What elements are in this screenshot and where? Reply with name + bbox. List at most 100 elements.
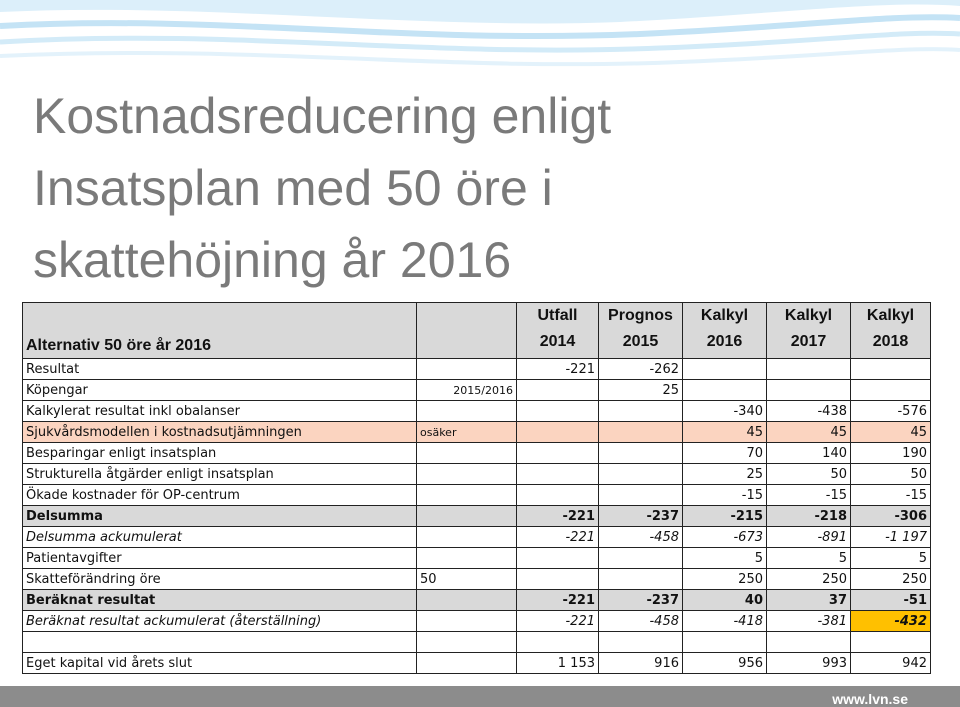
cell-2014: 1 153 xyxy=(516,652,599,674)
table-row: Skatteförändring öre 50 250 250 250 xyxy=(22,568,931,590)
cell-2018: 50 xyxy=(850,463,931,485)
cell-2018: -51 xyxy=(850,589,931,611)
table-row: Strukturella åtgärder enligt insatsplan … xyxy=(22,463,931,485)
cell-2018: 190 xyxy=(850,442,931,464)
table-row-result: Beräknat resultat -221 -237 40 37 -51 xyxy=(22,589,931,611)
cell-2016: 5 xyxy=(682,547,767,569)
cell-2017: 37 xyxy=(766,589,851,611)
cell-2016: 40 xyxy=(682,589,767,611)
row-label: Eget kapital vid årets slut xyxy=(22,652,417,674)
cell-2018: -576 xyxy=(850,400,931,422)
table-row: Ökade kostnader för OP-centrum -15 -15 -… xyxy=(22,484,931,506)
row-label: Kalkylerat resultat inkl obalanser xyxy=(22,400,417,422)
cell-2015: -458 xyxy=(598,610,683,632)
cell-2018: -306 xyxy=(850,505,931,527)
cell-2017: 50 xyxy=(766,463,851,485)
title-line-2: Insatsplan med 50 öre i xyxy=(33,160,553,216)
decorative-waves xyxy=(0,0,960,67)
footer-bar xyxy=(0,686,960,707)
cell-2015: 916 xyxy=(598,652,683,674)
cell-2015: 25 xyxy=(598,379,683,401)
cell-2018: 5 xyxy=(850,547,931,569)
cell-2015 xyxy=(598,463,683,485)
table-header-label: Alternativ 50 öre år 2016 xyxy=(22,302,417,359)
row-note xyxy=(416,400,517,422)
cell-2018: -1 197 xyxy=(850,526,931,548)
table-row-subtotal: Delsumma -221 -237 -215 -218 -306 xyxy=(22,505,931,527)
cell-2016: -15 xyxy=(682,484,767,506)
title-line-1: Kostnadsreducering enligt xyxy=(33,88,612,144)
row-note xyxy=(416,547,517,569)
row-note xyxy=(416,589,517,611)
table-spacer-row xyxy=(22,631,931,653)
column-header-2018: Kalkyl 2018 xyxy=(850,302,931,359)
column-header-2015: Prognos 2015 xyxy=(598,302,683,359)
table-row: Besparingar enligt insatsplan 70 140 190 xyxy=(22,442,931,464)
row-label: Resultat xyxy=(22,358,417,380)
cell-2015: -237 xyxy=(598,505,683,527)
cell-2017: 5 xyxy=(766,547,851,569)
column-header-2014: Utfall 2014 xyxy=(516,302,599,359)
row-label: Delsumma xyxy=(22,505,417,527)
table-row: Patientavgifter 5 5 5 xyxy=(22,547,931,569)
title-line-3: skattehöjning år 2016 xyxy=(33,232,512,288)
row-label: Patientavgifter xyxy=(22,547,417,569)
cell-2014 xyxy=(516,484,599,506)
cell-2018-highlighted: -432 xyxy=(850,610,931,632)
cell-2016: -340 xyxy=(682,400,767,422)
cell-2018: -15 xyxy=(850,484,931,506)
cell-2018 xyxy=(850,358,931,380)
row-label: Strukturella åtgärder enligt insatsplan xyxy=(22,463,417,485)
cell-2016: 250 xyxy=(682,568,767,590)
cell-2017: -15 xyxy=(766,484,851,506)
cell-2016: -418 xyxy=(682,610,767,632)
row-label: Sjukvårdsmodellen i kostnadsutjämningen xyxy=(22,421,417,443)
table-row: Resultat -221 -262 xyxy=(22,358,931,380)
cell-2015: -458 xyxy=(598,526,683,548)
cell-2014 xyxy=(516,421,599,443)
row-note xyxy=(416,526,517,548)
cell-2014 xyxy=(516,442,599,464)
cell-2014 xyxy=(516,379,599,401)
cell-2017: -438 xyxy=(766,400,851,422)
cell-2014: -221 xyxy=(516,505,599,527)
row-note xyxy=(416,652,517,674)
cell-2015 xyxy=(598,547,683,569)
cell-2015 xyxy=(598,442,683,464)
cell-2016: 25 xyxy=(682,463,767,485)
cell-2016 xyxy=(682,379,767,401)
cell-2018: 942 xyxy=(850,652,931,674)
cell-2018: 250 xyxy=(850,568,931,590)
cell-2014: -221 xyxy=(516,358,599,380)
row-label: Beräknat resultat ackumulerat (återställ… xyxy=(22,610,417,632)
row-note: osäker xyxy=(416,421,517,443)
cell-2016: -215 xyxy=(682,505,767,527)
cell-2014 xyxy=(516,400,599,422)
cell-2014: -221 xyxy=(516,589,599,611)
cell-2016 xyxy=(682,358,767,380)
cell-2015 xyxy=(598,421,683,443)
cell-2017 xyxy=(766,379,851,401)
row-label: Ökade kostnader för OP-centrum xyxy=(22,484,417,506)
table-row: Delsumma ackumulerat -221 -458 -673 -891… xyxy=(22,526,931,548)
cell-2017: 993 xyxy=(766,652,851,674)
row-label: Besparingar enligt insatsplan xyxy=(22,442,417,464)
column-header-2016: Kalkyl 2016 xyxy=(682,302,767,359)
cell-2015: -237 xyxy=(598,589,683,611)
row-label: Beräknat resultat xyxy=(22,589,417,611)
table-header-row: Alternativ 50 öre år 2016 Utfall 2014 Pro… xyxy=(22,302,931,359)
column-header-2017: Kalkyl 2017 xyxy=(766,302,851,359)
cell-2017: 140 xyxy=(766,442,851,464)
row-label: Delsumma ackumulerat xyxy=(22,526,417,548)
cell-2017: 45 xyxy=(766,421,851,443)
cell-2015 xyxy=(598,568,683,590)
row-note: 50 xyxy=(416,568,517,590)
cell-2016: 45 xyxy=(682,421,767,443)
cell-2017: -381 xyxy=(766,610,851,632)
cell-2014 xyxy=(516,463,599,485)
cell-2016: -673 xyxy=(682,526,767,548)
row-note xyxy=(416,484,517,506)
row-note xyxy=(416,463,517,485)
table-row: Beräknat resultat ackumulerat (återställ… xyxy=(22,610,931,632)
row-note xyxy=(416,442,517,464)
